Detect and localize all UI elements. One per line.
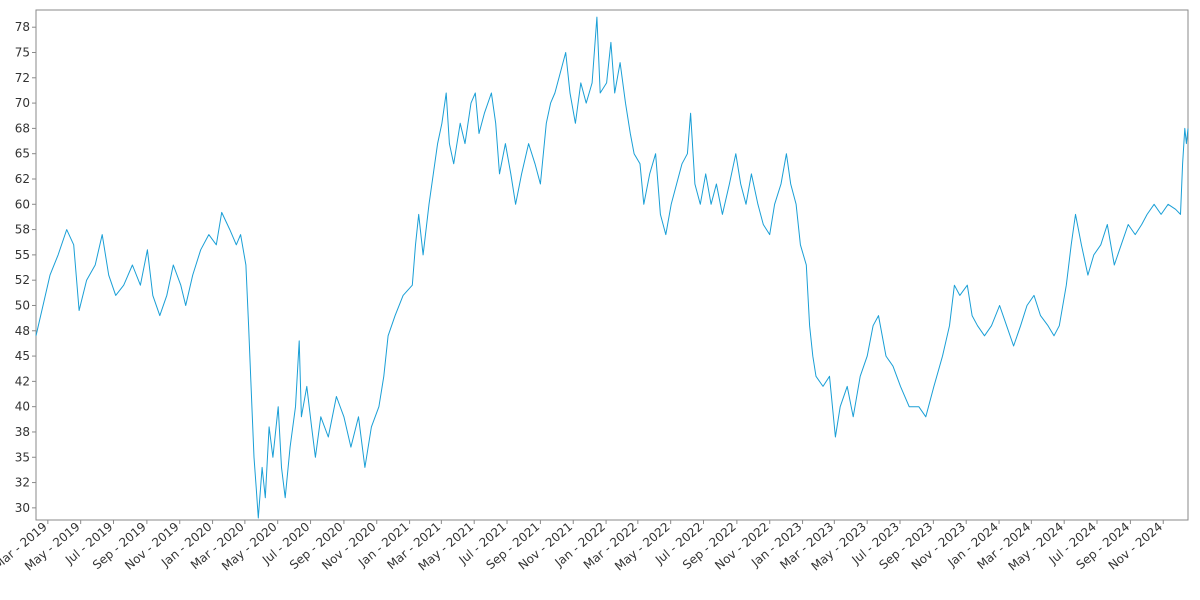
y-tick-label: 38 (15, 425, 30, 439)
y-tick-label: 45 (15, 349, 30, 363)
y-tick-label: 60 (15, 197, 30, 211)
y-tick-label: 48 (15, 324, 30, 338)
y-tick-label: 50 (15, 298, 30, 312)
y-tick-label: 35 (15, 450, 30, 464)
y-tick-label: 52 (15, 273, 30, 287)
y-axis: 30 32 35 38 40 42 45 48 50 52 55 58 60 62 65 68 70 72 75 78 (15, 20, 36, 515)
y-tick-label: 70 (15, 96, 30, 110)
price-series-line (35, 16, 1189, 519)
y-tick-label: 75 (15, 46, 30, 60)
y-tick-label: 58 (15, 223, 30, 237)
y-tick-label: 78 (15, 20, 30, 34)
plot-area-frame (35, 9, 1189, 521)
y-tick-label: 55 (15, 248, 30, 262)
y-tick-label: 65 (15, 147, 30, 161)
y-tick-label: 32 (15, 476, 30, 490)
y-tick-label: 62 (15, 172, 30, 186)
y-tick-label: 68 (15, 121, 30, 135)
y-tick-label: 30 (15, 501, 30, 515)
y-tick-label: 40 (15, 400, 30, 414)
y-tick-label: 72 (15, 71, 30, 85)
y-tick-label: 42 (15, 374, 30, 388)
